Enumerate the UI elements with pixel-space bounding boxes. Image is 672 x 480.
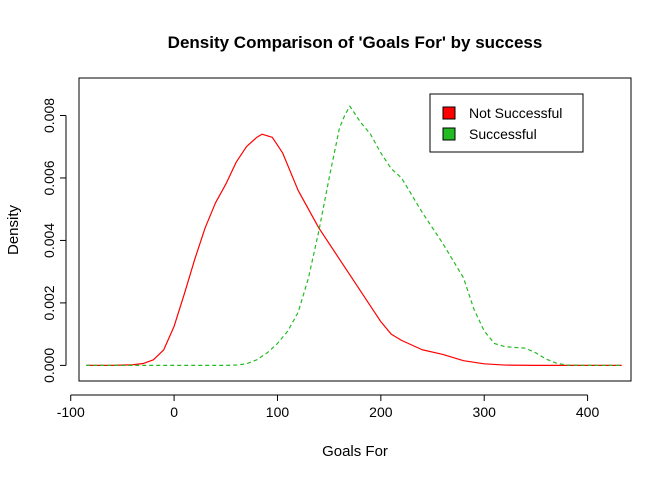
y-tick-label: 0.006	[41, 160, 57, 195]
x-tick-label: 300	[473, 404, 497, 420]
y-tick-label: 0.000	[41, 348, 57, 383]
legend-label-not-successful: Not Successful	[469, 105, 562, 121]
y-tick-label: 0.002	[41, 285, 57, 320]
plot-frame	[78, 77, 632, 382]
x-tick-label: 0	[170, 404, 178, 420]
y-axis-label: Density	[5, 204, 22, 255]
x-axis-label: Goals For	[322, 443, 388, 460]
series-layer	[86, 105, 622, 366]
x-tick-label: 200	[369, 404, 393, 420]
legend-swatch-successful	[442, 127, 456, 141]
legend: Not Successful Successful	[429, 93, 584, 153]
y-tick-label: 0.008	[41, 98, 57, 133]
legend-box	[429, 93, 584, 153]
chart-title: Density Comparison of 'Goals For' by suc…	[168, 33, 543, 52]
x-axis: -100 0 100 200 300 400	[57, 394, 600, 420]
series-line-successful	[86, 105, 622, 366]
x-tick-label: -100	[57, 404, 85, 420]
x-tick-label: 400	[576, 404, 600, 420]
legend-swatch-not-successful	[442, 106, 456, 120]
y-axis: 0.000 0.002 0.004 0.006 0.008	[41, 98, 67, 383]
x-tick-label: 100	[266, 404, 290, 420]
series-line-not-successful	[86, 133, 622, 366]
y-tick-label: 0.004	[41, 223, 57, 258]
legend-label-successful: Successful	[469, 126, 537, 142]
